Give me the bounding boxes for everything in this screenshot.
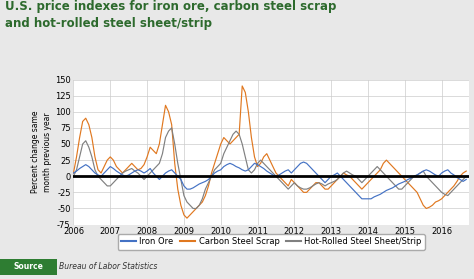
- Text: Bureau of Labor Statistics: Bureau of Labor Statistics: [59, 263, 158, 271]
- Text: U.S. price indexes for iron ore, carbon steel scrap
and hot-rolled steel sheet/s: U.S. price indexes for iron ore, carbon …: [5, 0, 336, 30]
- Legend: Iron Ore, Carbon Steel Scrap, Hot-Rolled Steel Sheet/Strip: Iron Ore, Carbon Steel Scrap, Hot-Rolled…: [118, 234, 425, 250]
- FancyBboxPatch shape: [0, 259, 57, 275]
- Y-axis label: Percent change same
month previous year: Percent change same month previous year: [31, 111, 52, 193]
- Text: Source: Source: [13, 263, 44, 271]
